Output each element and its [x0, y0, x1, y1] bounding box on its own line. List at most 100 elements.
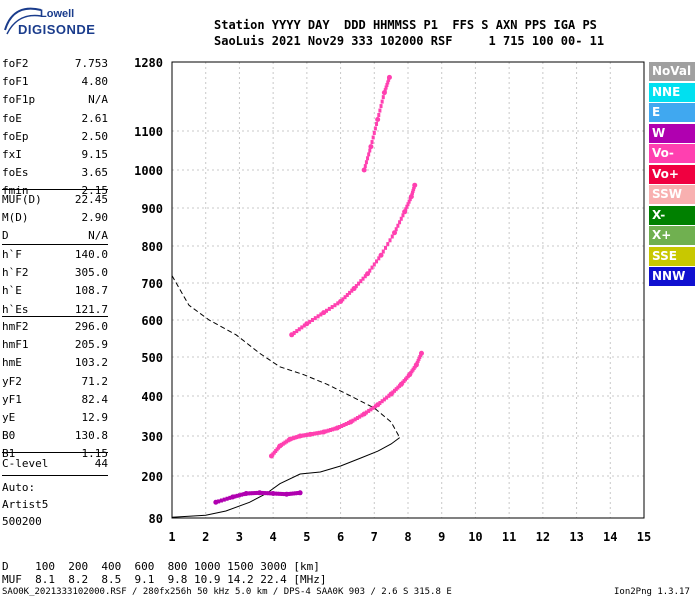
muf-distance-row: D 100 200 400 600 800 1000 1500 3000 [km…: [2, 560, 320, 573]
echo-trace-point: [305, 432, 309, 437]
param-row: B1 1.15: [2, 446, 108, 462]
param-label: foF1: [2, 75, 29, 89]
echo-trace-point: [384, 85, 388, 90]
echo-trace-point: [291, 436, 295, 441]
echo-trace-point: [289, 491, 293, 496]
echo-trace-point: [361, 276, 365, 281]
echo-trace-point: [363, 274, 367, 279]
muf-value-row: MUF 8.1 8.2 8.5 9.1 9.8 10.9 14.2 22.4 […: [2, 573, 327, 586]
param-value: 296.0: [74, 320, 108, 333]
param-row: h`F 140.0: [2, 247, 108, 263]
param-row: h`Es 121.7: [2, 302, 108, 318]
echo-trace-point: [225, 496, 229, 501]
logo-text-digisonde: DIGISONDE: [18, 22, 96, 37]
echo-trace-point: [372, 262, 376, 267]
echo-trace-point: [394, 227, 398, 232]
echo-trace-marker: [351, 286, 357, 292]
legend-item-ssw: SSW: [649, 185, 695, 204]
echo-trace-point: [328, 428, 332, 432]
echo-trace-point: [351, 418, 355, 423]
echo-trace-point: [378, 401, 382, 405]
echo-trace-point: [385, 395, 389, 400]
echo-trace-marker: [213, 499, 219, 505]
x-tick-label: 9: [438, 530, 445, 544]
param-label: fxI: [2, 148, 22, 161]
echo-trace-marker: [284, 491, 290, 497]
param-value: 2.90: [81, 211, 109, 225]
echo-trace-point: [387, 393, 391, 398]
y-tick-label: 200: [141, 470, 163, 484]
param-label: M(D): [2, 211, 29, 225]
param-separator: [2, 452, 108, 453]
param-label: h`E: [2, 284, 22, 298]
param-value: 2.15: [81, 184, 109, 198]
param-row: h`F2 305.0: [2, 265, 108, 281]
param-row: yF2 71.2: [2, 374, 108, 390]
echo-trace-point: [313, 316, 317, 321]
echo-trace-point: [228, 495, 232, 500]
echo-trace-point: [251, 491, 255, 496]
echo-trace-point: [358, 414, 362, 419]
param-value: 2.61: [81, 111, 109, 125]
echo-trace-point: [330, 305, 334, 310]
param-value: N/A: [88, 93, 108, 107]
echo-trace-marker: [378, 252, 384, 258]
echo-trace-point: [295, 435, 299, 440]
echo-trace-point: [367, 152, 371, 157]
echo-trace-marker: [375, 117, 381, 122]
echo-trace-point: [354, 284, 358, 289]
param-value: 121.7: [74, 302, 108, 316]
x-tick-label: 6: [337, 530, 344, 544]
echo-trace-point: [219, 498, 223, 503]
y-tick-label: 500: [141, 351, 163, 365]
param-value: 205.9: [74, 338, 108, 352]
echo-trace-point: [401, 213, 405, 218]
legend-item-nnw: NNW: [649, 267, 695, 286]
echo-trace-point: [317, 430, 321, 435]
echo-trace-point: [281, 441, 285, 446]
echo-trace-point: [319, 312, 323, 317]
echo-trace-point: [377, 113, 381, 118]
echo-trace-point: [381, 249, 385, 254]
echo-trace-marker: [277, 443, 283, 449]
param-label: fmin: [2, 184, 29, 198]
param-label: hmF1: [2, 338, 29, 352]
legend-item-vo-: Vo+: [649, 164, 695, 184]
lowell-logo-swoosh: [4, 7, 42, 35]
echo-trace-point: [381, 95, 385, 100]
y-tick-label: 400: [141, 390, 163, 404]
echo-trace-marker: [361, 411, 367, 417]
echo-trace-point: [388, 238, 392, 243]
echo-trace-marker: [297, 433, 303, 439]
autoscale-line3: 500200: [2, 515, 42, 528]
echo-trace-point: [375, 259, 379, 264]
echo-trace-point: [264, 491, 268, 496]
echo-trace-point: [380, 99, 384, 104]
x-tick-label: 5: [303, 530, 310, 544]
echo-trace-marker: [365, 271, 371, 277]
legend-item-vo-: Vo-: [649, 144, 695, 163]
echo-trace-point: [301, 433, 305, 438]
echo-trace-point: [367, 408, 371, 413]
param-row: D N/A: [2, 228, 108, 244]
param-label: MUF(D): [2, 193, 42, 206]
echo-trace-marker: [407, 372, 413, 378]
echo-trace-marker: [338, 299, 344, 304]
echo-trace-point: [364, 410, 368, 415]
param-value: 103.2: [74, 356, 108, 370]
echo-trace-point: [379, 104, 383, 109]
legend-item-e: E: [649, 103, 695, 122]
param-label: h`Es: [2, 302, 29, 316]
echo-trace-point: [370, 140, 374, 145]
echo-trace-point: [313, 431, 317, 436]
echo-trace-point: [336, 301, 340, 306]
param-value: 71.2: [81, 374, 109, 388]
echo-trace-point: [240, 492, 244, 497]
y-tick-label: 800: [141, 240, 163, 254]
param-label: hmF2: [2, 320, 29, 333]
y-tick-label: 1280: [134, 56, 163, 70]
echo-trace-point: [372, 130, 376, 135]
param-value: 82.4: [81, 392, 109, 406]
echo-trace-point: [217, 499, 221, 504]
echo-trace-point: [406, 202, 410, 207]
